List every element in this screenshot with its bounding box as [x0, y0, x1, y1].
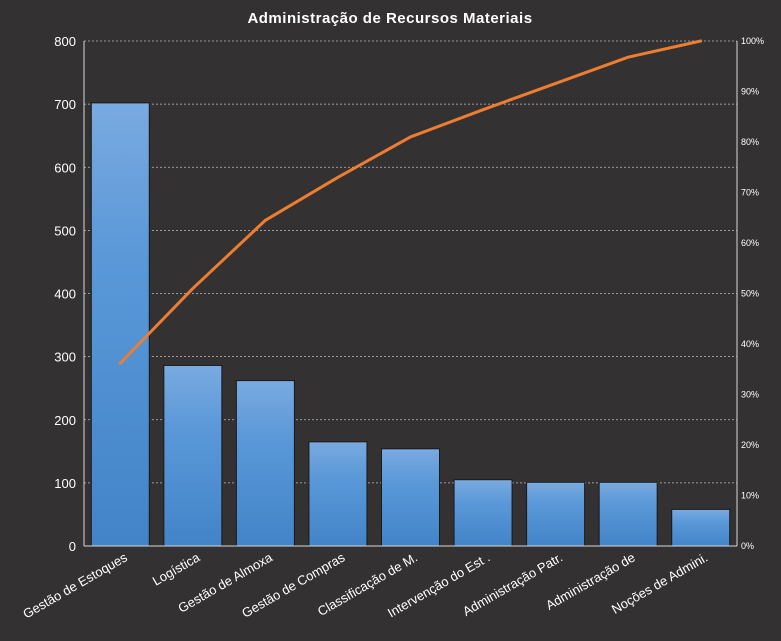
y-tick-label: 600	[54, 160, 76, 175]
y2-tick-label: 70%	[741, 188, 759, 198]
bar	[598, 481, 658, 547]
y2-tick-label: 100%	[741, 36, 764, 46]
bar	[163, 364, 223, 547]
y2-tick-label: 50%	[741, 289, 759, 299]
bar	[90, 102, 150, 547]
bar	[308, 441, 368, 547]
bar	[453, 479, 513, 547]
y2-tick-label: 40%	[741, 339, 759, 349]
y2-tick-label: 0%	[741, 541, 754, 551]
y-tick-label: 300	[54, 350, 76, 365]
x-tick-label: Logística	[150, 549, 203, 588]
chart-title: Administração de Recursos Materiais	[247, 10, 532, 27]
y2-tick-label: 80%	[741, 137, 759, 147]
y-tick-label: 200	[54, 413, 76, 428]
left-axis-ticks: 0 100 200 300 400 500 600 700 800	[54, 34, 76, 554]
y2-tick-label: 90%	[741, 87, 759, 97]
bars	[90, 102, 731, 547]
bar	[671, 508, 731, 547]
right-axis-ticks: 0% 10% 20% 30% 40% 50% 60% 70% 80% 90% 100%	[741, 36, 764, 551]
bar	[381, 448, 440, 547]
bar	[526, 481, 586, 547]
x-tick-label: Gestão de Estoques	[20, 549, 130, 621]
bar	[235, 380, 295, 547]
y-tick-label: 100	[54, 476, 76, 491]
y2-tick-label: 60%	[741, 238, 759, 248]
y-tick-label: 700	[54, 97, 76, 112]
y-tick-label: 0	[69, 539, 76, 554]
y2-tick-label: 10%	[741, 491, 759, 501]
cumulative-line-path	[118, 39, 703, 365]
y-tick-label: 400	[54, 287, 76, 302]
y2-tick-label: 30%	[741, 390, 759, 400]
y-tick-label: 800	[54, 34, 76, 49]
y-tick-label: 500	[54, 223, 76, 238]
y2-tick-label: 20%	[741, 440, 759, 450]
cumulative-line	[118, 39, 703, 365]
axes	[83, 41, 738, 547]
